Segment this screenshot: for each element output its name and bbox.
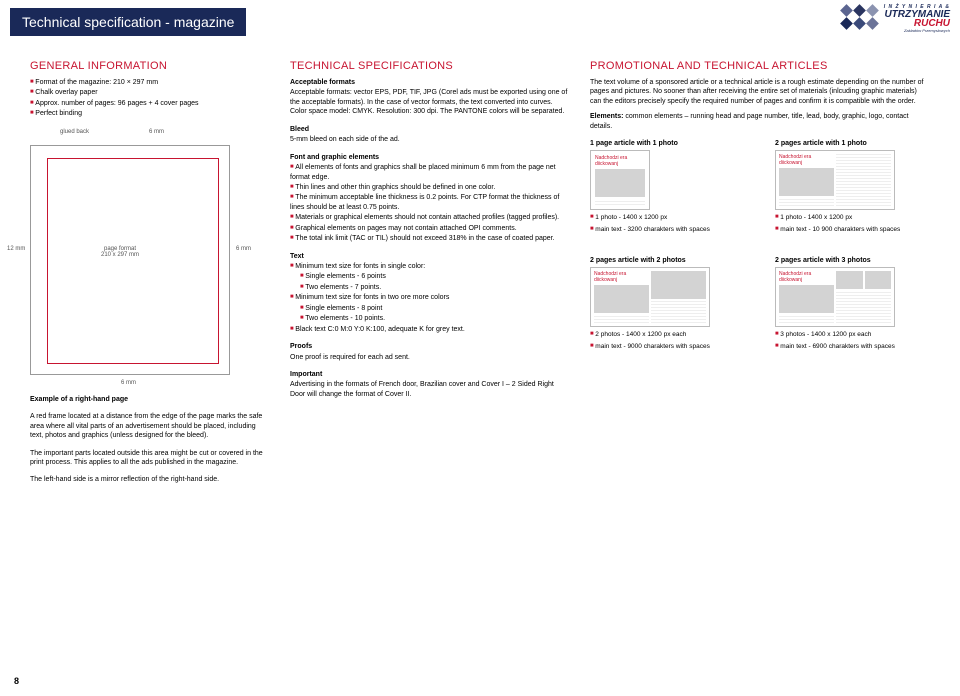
example-title: Example of a right-hand page [30, 396, 128, 403]
mm6-bottom: 6 mm [121, 380, 136, 386]
gen-item: Perfect binding [30, 109, 270, 118]
article-title: 2 pages article with 2 photos [590, 257, 686, 264]
elements-label: Elements: [590, 113, 623, 120]
example-body: A red frame located at a distance from t… [30, 412, 270, 440]
page-diagram: 12 mm page format 210 x 297 mm 6 mm 6 mm [30, 145, 230, 375]
page-number: 8 [14, 676, 19, 686]
font-item: All elements of fonts and graphics shall… [290, 163, 570, 182]
text-item: Two elements - 7 points. [290, 283, 570, 292]
bleed-title: Bleed [290, 126, 309, 133]
gen-item: Approx. number of pages: 96 pages + 4 co… [30, 99, 270, 108]
elements-body: common elements – running head and page … [590, 113, 909, 129]
techspec-heading: TECHNICAL SPECIFICATIONS [290, 60, 570, 72]
text-item: Single elements - 6 points [290, 272, 570, 281]
article-meta: 1 photo - 1400 x 1200 px [590, 213, 745, 223]
article-title: 2 pages article with 1 photo [775, 140, 867, 147]
article-meta: 1 photo - 1400 x 1200 px [775, 213, 930, 223]
logo-line4: Zakładów Przemysłowych [884, 28, 950, 33]
gen-item: Chalk overlay paper [30, 88, 270, 97]
example-note: The important parts located outside this… [30, 449, 270, 468]
font-item: The minimum acceptable line thickness is… [290, 193, 570, 212]
article-title: 1 page article with 1 photo [590, 140, 678, 147]
mm6-top: 6 mm [149, 129, 164, 135]
proofs-title: Proofs [290, 343, 312, 350]
column-promo: PROMOTIONAL AND TECHNICAL ARTICLES The t… [590, 60, 930, 486]
font-item: The total ink limit (TAC or TIL) should … [290, 234, 570, 243]
text-item: Minimum text size for fonts in two ore m… [290, 293, 570, 302]
glued-back-label: glued back [60, 129, 89, 135]
formats-title: Acceptable formats [290, 79, 355, 86]
column-general: GENERAL INFORMATION Format of the magazi… [30, 60, 270, 486]
font-title: Font and graphic elements [290, 154, 379, 161]
header-title: Technical specification - magazine [10, 8, 246, 36]
bleed-body: 5-mm bleed on each side of the ad. [290, 135, 570, 144]
font-item: Thin lines and other thin graphics shoul… [290, 183, 570, 192]
article-title: 2 pages article with 3 photos [775, 257, 871, 264]
example-mirror: The left-hand side is a mirror reflectio… [30, 475, 270, 484]
logo: I N Ż Y N I E R I A & UTRZYMANIE RUCHU Z… [840, 4, 950, 46]
article-meta: main text - 3200 charakters with spaces [590, 225, 745, 235]
text-title: Text [290, 253, 304, 260]
text-item: Black text C:0 M:0 Y:0 K:100, adequate K… [290, 325, 570, 334]
gen-item: Format of the magazine: 210 × 297 mm [30, 78, 270, 87]
text-item: Minimum text size for fonts in single co… [290, 262, 570, 271]
mm12-label: 12 mm [7, 246, 25, 252]
font-item: Materials or graphical elements should n… [290, 213, 570, 222]
article-block: 1 page article with 1 photo Nadchodzi er… [590, 139, 745, 236]
formats-body: Acceptable formats: vector EPS, PDF, TIF… [290, 88, 570, 116]
text-item: Single elements - 8 point [290, 304, 570, 313]
promo-heading: PROMOTIONAL AND TECHNICAL ARTICLES [590, 60, 930, 72]
mm6-right: 6 mm [236, 246, 251, 252]
general-heading: GENERAL INFORMATION [30, 60, 270, 72]
font-item: Graphical elements on pages may not cont… [290, 224, 570, 233]
column-techspec: TECHNICAL SPECIFICATIONS Acceptable form… [290, 60, 570, 486]
proofs-body: One proof is required for each ad sent. [290, 353, 570, 362]
article-meta: main text - 6900 charakters with spaces [775, 342, 930, 352]
logo-line3: RUCHU [884, 19, 950, 28]
article-meta: 2 photos - 1400 x 1200 px each [590, 330, 745, 340]
article-meta: 3 photos - 1400 x 1200 px each [775, 330, 930, 340]
page-format-label: page format 210 x 297 mm [101, 246, 139, 258]
article-meta: main text - 10 900 charakters with space… [775, 225, 930, 235]
important-title: Important [290, 371, 322, 378]
article-block: 2 pages article with 1 photo Nadchodzi e… [775, 139, 930, 236]
important-body: Advertising in the formats of French doo… [290, 380, 570, 399]
article-meta: main text - 9000 charakters with spaces [590, 342, 745, 352]
article-block: 2 pages article with 2 photos Nadchodzi … [590, 256, 745, 353]
promo-intro: The text volume of a sponsored article o… [590, 78, 930, 106]
article-block: 2 pages article with 3 photos Nadchodzi … [775, 256, 930, 353]
text-item: Two elements - 10 points. [290, 314, 570, 323]
